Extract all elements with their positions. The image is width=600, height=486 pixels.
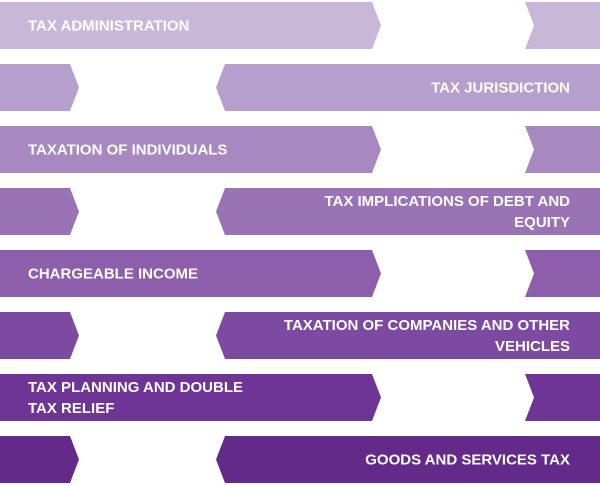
- percent-label: 5%: [413, 0, 491, 58]
- tail-segment: [525, 374, 600, 421]
- tail-segment: [525, 126, 600, 173]
- category-label: CHARGEABLE INCOME: [28, 266, 198, 283]
- percent-label: 10%: [398, 243, 505, 306]
- percent-label: 10%: [97, 57, 204, 120]
- percent-label: 15%: [97, 305, 204, 368]
- row-chargeable-income: CHARGEABLE INCOME 10%: [0, 243, 600, 306]
- row-tax-jurisdiction: TAX JURISDICTION 10%: [0, 57, 600, 120]
- row-tax-administration: TAX ADMINISTRATION 5%: [0, 0, 600, 58]
- head-segment: [0, 436, 79, 483]
- category-label: TAXATION OF COMPANIES AND OTHER: [284, 317, 570, 334]
- row-tax-planning-and-double-tax-relief: TAX PLANNING AND DOUBLE TAX RELIEF 25%: [0, 367, 600, 430]
- head-segment: [0, 64, 79, 111]
- label-band: [0, 374, 381, 421]
- category-label: TAX IMPLICATIONS OF DEBT AND: [324, 193, 570, 210]
- row-tax-implications-of-debt-and-equity: TAX IMPLICATIONS OF DEBT AND EQUITY 10%: [0, 181, 600, 244]
- percent-label: 15%: [97, 429, 204, 486]
- tail-segment: [525, 2, 600, 49]
- category-label: TAXATION OF INDIVIDUALS: [28, 142, 227, 159]
- row-taxation-of-companies-and-other-vehicles: TAXATION OF COMPANIES AND OTHER VEHICLES 1…: [0, 305, 600, 368]
- category-label: TAX JURISDICTION: [431, 80, 570, 97]
- label-band: [0, 126, 381, 173]
- row-goods-and-services-tax: GOODS AND SERVICES TAX 15%: [0, 429, 600, 486]
- label-band: [216, 188, 600, 235]
- label-band: [0, 250, 381, 297]
- head-segment: [0, 312, 79, 359]
- label-band: [216, 312, 600, 359]
- tail-segment: [525, 250, 600, 297]
- percent-label: 10%: [97, 181, 204, 244]
- category-label: EQUITY: [514, 214, 570, 231]
- percent-label: 25%: [398, 367, 505, 430]
- head-segment: [0, 188, 79, 235]
- percent-label: 10%: [398, 119, 505, 182]
- category-label: TAX RELIEF: [28, 400, 114, 417]
- label-band: [216, 436, 600, 483]
- category-label: VEHICLES: [495, 338, 570, 355]
- label-band: [0, 2, 381, 49]
- label-band: [216, 64, 600, 111]
- category-label: GOODS AND SERVICES TAX: [365, 452, 570, 469]
- category-label: TAX ADMINISTRATION: [28, 18, 189, 35]
- row-taxation-of-individuals: TAXATION OF INDIVIDUALS 10%: [0, 119, 600, 182]
- category-label: TAX PLANNING AND DOUBLE: [28, 379, 243, 396]
